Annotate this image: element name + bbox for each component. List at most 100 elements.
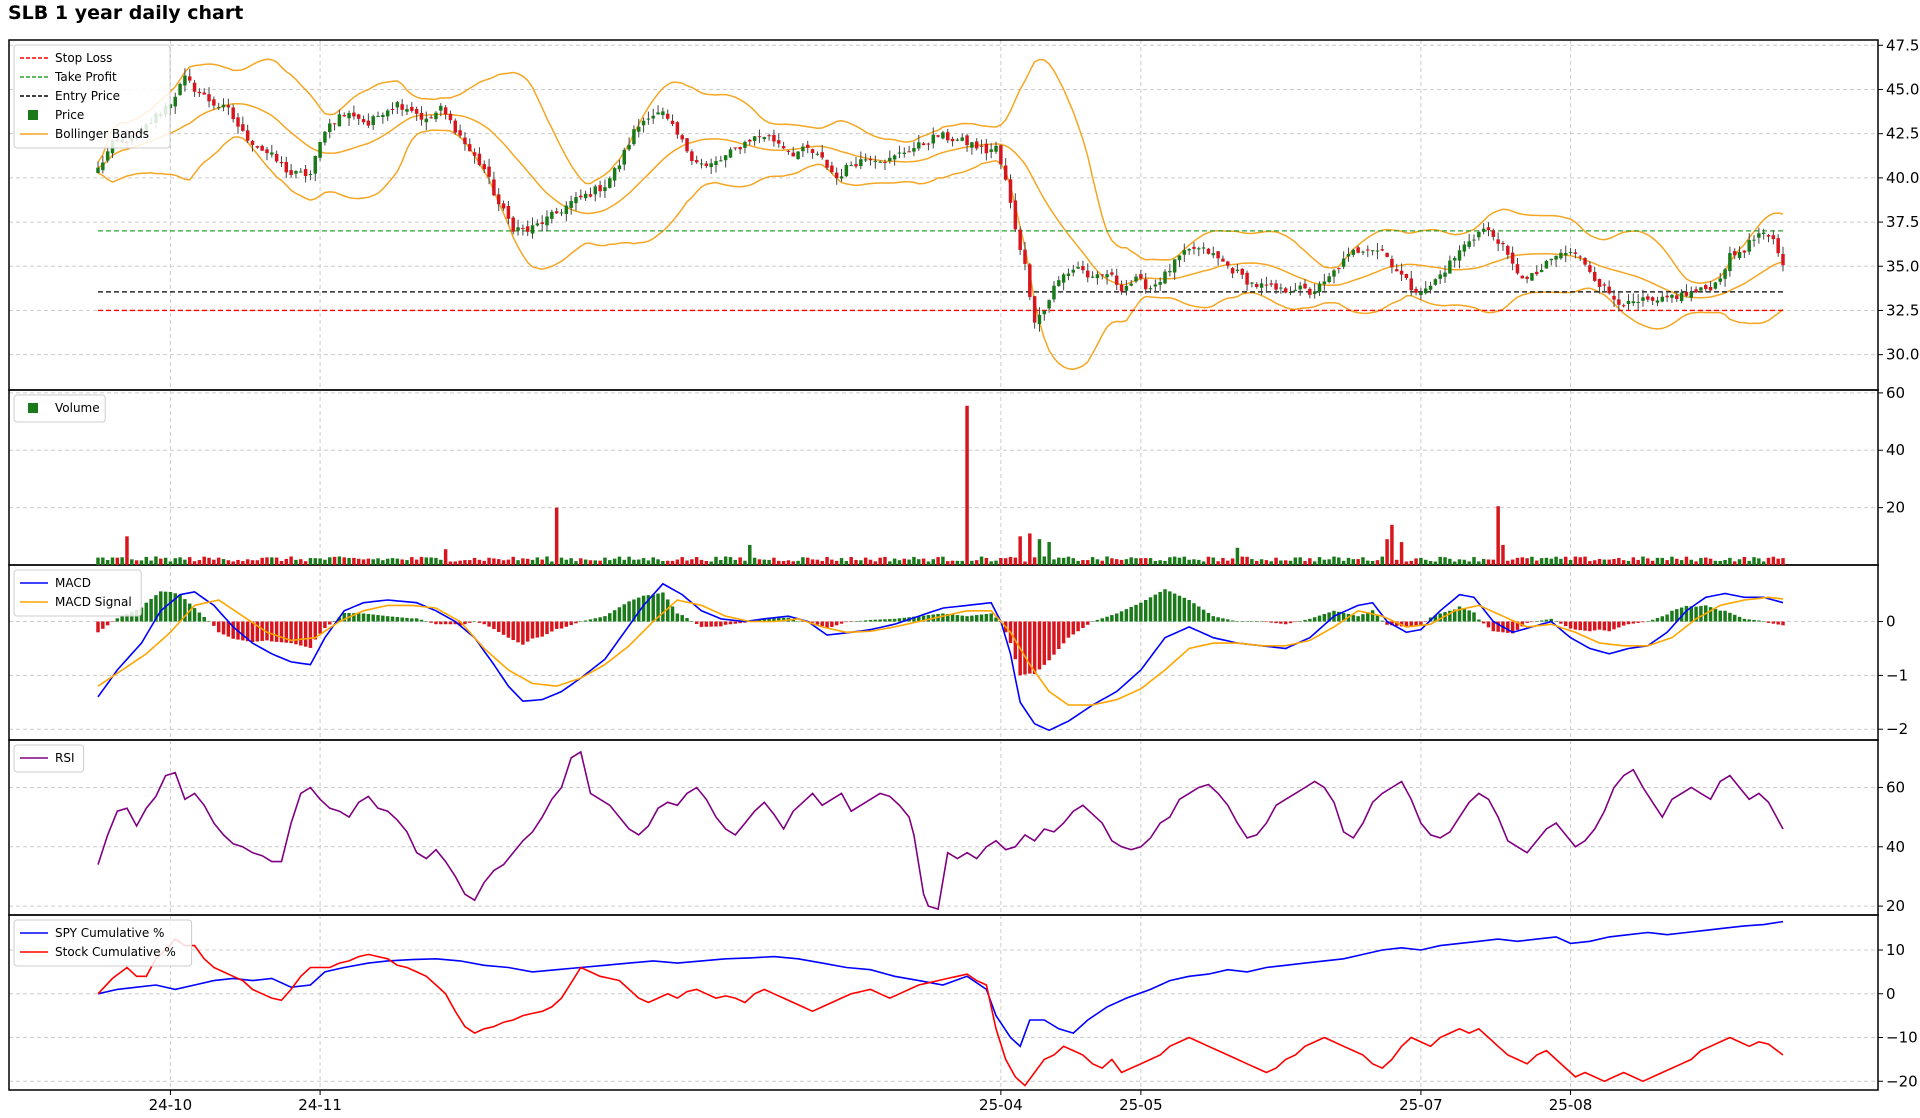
- macd-histogram-bar: [1042, 621, 1047, 665]
- candle: [878, 161, 882, 163]
- macd-histogram-bar: [1143, 600, 1148, 622]
- candle: [187, 76, 192, 81]
- candle: [1752, 239, 1756, 241]
- candle: [231, 107, 235, 120]
- candle: [1057, 280, 1061, 286]
- volume-bar: [183, 559, 187, 565]
- candle: [622, 149, 626, 165]
- candle: [950, 138, 955, 142]
- volume-bar: [902, 558, 907, 565]
- volume-bar: [1747, 560, 1751, 565]
- candle: [202, 92, 206, 95]
- volume-bar: [1114, 559, 1119, 565]
- candle: [1583, 258, 1587, 265]
- volume-bar: [410, 557, 414, 565]
- candle: [912, 148, 916, 152]
- candle: [1308, 288, 1312, 295]
- candle: [1192, 246, 1196, 249]
- candle: [728, 149, 733, 158]
- macd-histogram-bar: [921, 615, 926, 622]
- volume-bar: [888, 561, 892, 565]
- macd-histogram-bar: [617, 607, 622, 622]
- candle: [1404, 273, 1409, 278]
- candle: [984, 143, 989, 154]
- volume-bar: [1568, 560, 1573, 565]
- macd-histogram-bar: [535, 621, 540, 638]
- candle: [791, 152, 795, 157]
- macd-histogram-bar: [260, 621, 264, 641]
- macd-histogram-bar: [1168, 591, 1172, 622]
- macd-histogram-bar: [511, 621, 515, 641]
- candle: [1250, 282, 1254, 284]
- volume-bar: [1177, 557, 1182, 565]
- volume-bar: [1351, 559, 1356, 565]
- macd-histogram-bar: [1699, 606, 1703, 622]
- volume-bar: [1728, 557, 1732, 565]
- candle: [941, 132, 945, 139]
- macd-histogram-bar: [187, 603, 192, 622]
- candle: [1530, 273, 1534, 281]
- macd-histogram-bar: [1766, 621, 1771, 623]
- candle: [603, 187, 607, 192]
- macd-histogram-bar: [318, 621, 322, 634]
- macd-histogram-bar: [912, 616, 916, 622]
- volume-bar: [651, 557, 655, 565]
- volume-bar: [1182, 556, 1187, 565]
- candle: [1423, 288, 1428, 294]
- volume-bar: [458, 560, 462, 565]
- candle: [974, 141, 979, 149]
- macd-histogram-bar: [1404, 621, 1409, 627]
- macd-histogram-bar: [1588, 621, 1592, 632]
- volume-bar: [912, 556, 916, 565]
- candle: [289, 170, 293, 175]
- macd-histogram-bar: [1298, 621, 1302, 622]
- volume-bar: [101, 557, 105, 565]
- macd-histogram-bar: [294, 621, 298, 645]
- macd-histogram-bar: [1549, 618, 1553, 622]
- volume-bar: [545, 556, 549, 565]
- macd-histogram-bar: [550, 621, 554, 632]
- candle: [723, 155, 728, 161]
- macd-histogram-bar: [376, 615, 380, 622]
- macd-histogram-bar: [521, 621, 525, 645]
- volume-bar: [1607, 559, 1611, 565]
- volume-bar: [535, 557, 540, 565]
- macd-histogram-bar: [1419, 621, 1423, 626]
- macd-histogram-bar: [796, 621, 800, 623]
- candle: [970, 142, 974, 148]
- volume-bar: [231, 561, 235, 565]
- candle: [738, 147, 742, 150]
- volume-bar: [448, 561, 453, 565]
- panel-frame: [8, 564, 1879, 741]
- candle: [1158, 282, 1162, 285]
- volume-bar: [236, 559, 240, 565]
- macd-histogram-bar: [665, 599, 670, 622]
- macd-histogram-bar: [574, 621, 578, 624]
- candle: [1061, 274, 1066, 283]
- y-tick-label: 60: [1886, 384, 1905, 402]
- legend-swatch: [28, 110, 38, 120]
- macd-histogram-bar: [1414, 621, 1418, 627]
- candle: [1670, 294, 1674, 298]
- candle: [670, 120, 675, 124]
- candle: [1182, 250, 1187, 255]
- candle: [1631, 301, 1636, 304]
- candle: [1761, 232, 1766, 234]
- macd-histogram-bar: [1279, 621, 1283, 624]
- volume-bar: [583, 559, 588, 565]
- macd-histogram-bar: [1607, 621, 1611, 632]
- candle: [1766, 235, 1771, 237]
- macd-histogram-bar: [704, 621, 709, 627]
- volume-bar: [516, 560, 520, 565]
- candle: [1650, 297, 1655, 301]
- volume-bar: [130, 559, 134, 565]
- volume-bar: [854, 559, 858, 565]
- volume-bar: [501, 560, 506, 565]
- macd-histogram-bar: [1153, 594, 1158, 622]
- candle: [1617, 299, 1621, 305]
- spy-cumulative-line: [97, 920, 1784, 1048]
- volume-bar: [892, 558, 897, 565]
- candle: [694, 160, 699, 163]
- volume-bar: [1477, 561, 1481, 565]
- macd-histogram-bar: [1423, 621, 1428, 623]
